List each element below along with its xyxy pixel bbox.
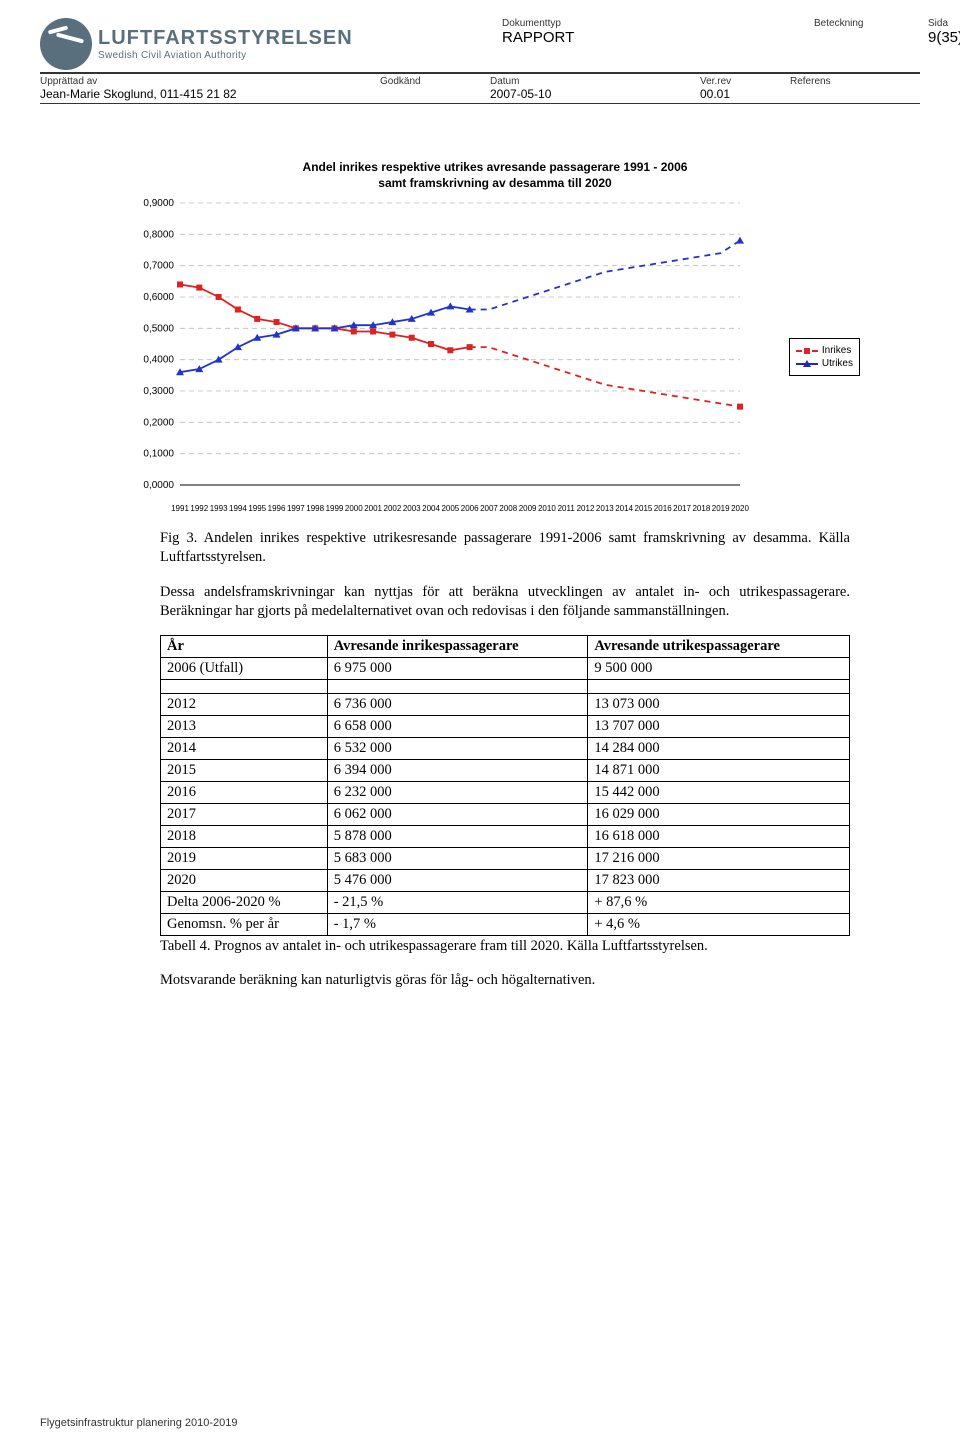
svg-text:0,8000: 0,8000 xyxy=(143,230,174,241)
date-label: Datum xyxy=(490,76,600,87)
passenger-table: År Avresande inrikespassagerare Avresand… xyxy=(160,635,850,936)
svg-text:2008: 2008 xyxy=(499,504,517,513)
table-row: 20136 658 00013 707 000 xyxy=(161,715,850,737)
svg-text:2002: 2002 xyxy=(384,504,402,513)
svg-text:2007: 2007 xyxy=(480,504,498,513)
svg-text:2017: 2017 xyxy=(673,504,691,513)
table-row: 20195 683 00017 216 000 xyxy=(161,847,850,869)
body-paragraph-1: Dessa andelsframskrivningar kan nyttjas … xyxy=(160,583,850,621)
approved-value xyxy=(380,87,490,101)
svg-text:2003: 2003 xyxy=(403,504,421,513)
line-chart: 0,0000 0,1000 0,2000 0,3000 0,4000 0,5000 0,60… xyxy=(130,197,750,517)
date-value: 2007-05-10 xyxy=(490,87,600,101)
svg-text:2019: 2019 xyxy=(712,504,730,513)
svg-text:1992: 1992 xyxy=(190,504,208,513)
table-row: 20176 062 00016 029 000 xyxy=(161,803,850,825)
reference-label: Referens xyxy=(790,76,900,87)
svg-text:2016: 2016 xyxy=(654,504,672,513)
svg-text:2009: 2009 xyxy=(519,504,537,513)
authority-subtitle: Swedish Civil Aviation Authority xyxy=(98,50,353,61)
svg-text:2020: 2020 xyxy=(731,504,749,513)
chart-title: Andel inrikes respektive utrikes avresan… xyxy=(130,159,860,191)
svg-text:0,6000: 0,6000 xyxy=(143,292,174,303)
svg-text:1993: 1993 xyxy=(210,504,228,513)
legend-inrikes-swatch xyxy=(796,350,818,352)
svg-text:2005: 2005 xyxy=(441,504,459,513)
doctype-value: RAPPORT xyxy=(502,29,612,46)
table-col-inrikes: Avresande inrikespassagerare xyxy=(327,635,588,657)
svg-text:0,3000: 0,3000 xyxy=(143,386,174,397)
svg-text:2015: 2015 xyxy=(635,504,653,513)
svg-text:2006: 2006 xyxy=(461,504,479,513)
reference-value xyxy=(790,87,900,101)
createdby-label: Upprättad av xyxy=(40,76,380,87)
chart-legend: Inrikes Utrikes xyxy=(789,338,860,376)
svg-text:1998: 1998 xyxy=(306,504,324,513)
authority-logo: LUFTFARTSSTYRELSEN Swedish Civil Aviatio… xyxy=(40,18,380,70)
chart-container: Andel inrikes respektive utrikes avresan… xyxy=(130,159,860,517)
svg-text:0,1000: 0,1000 xyxy=(143,449,174,460)
svg-text:2013: 2013 xyxy=(596,504,614,513)
table-row: 20185 878 00016 618 000 xyxy=(161,825,850,847)
table-row: 2006 (Utfall)6 975 0009 500 000 xyxy=(161,657,850,679)
report-subheader: Upprättad av Godkänd Datum Ver.rev Refer… xyxy=(40,74,920,104)
svg-text:0,4000: 0,4000 xyxy=(143,355,174,366)
svg-text:1997: 1997 xyxy=(287,504,305,513)
authority-name: LUFTFARTSSTYRELSEN xyxy=(98,27,353,50)
svg-text:1996: 1996 xyxy=(268,504,286,513)
figure-caption: Fig 3. Andelen inrikes respektive utrike… xyxy=(160,529,850,567)
report-header: LUFTFARTSSTYRELSEN Swedish Civil Aviatio… xyxy=(40,18,920,74)
ref-value xyxy=(814,29,924,46)
createdby-value: Jean-Marie Skoglund, 011-415 21 82 xyxy=(40,87,380,101)
svg-text:2018: 2018 xyxy=(692,504,710,513)
svg-text:2000: 2000 xyxy=(345,504,363,513)
page-value: 9(35) xyxy=(928,29,960,46)
svg-text:2014: 2014 xyxy=(615,504,633,513)
svg-text:0,2000: 0,2000 xyxy=(143,418,174,429)
svg-text:1991: 1991 xyxy=(171,504,189,513)
svg-text:2001: 2001 xyxy=(364,504,382,513)
table-row: 20126 736 00013 073 000 xyxy=(161,693,850,715)
svg-text:1999: 1999 xyxy=(326,504,344,513)
svg-text:2004: 2004 xyxy=(422,504,440,513)
svg-text:0,5000: 0,5000 xyxy=(143,324,174,335)
verrev-value: 00.01 xyxy=(700,87,790,101)
doctype-label: Dokumenttyp xyxy=(502,18,612,29)
logo-mark xyxy=(40,18,92,70)
approved-label: Godkänd xyxy=(380,76,490,87)
legend-utrikes-label: Utrikes xyxy=(822,358,853,369)
table-col-utrikes: Avresande utrikespassagerare xyxy=(588,635,850,657)
svg-text:1995: 1995 xyxy=(248,504,266,513)
svg-text:0,7000: 0,7000 xyxy=(143,261,174,272)
table-row: 20166 232 00015 442 000 xyxy=(161,781,850,803)
table-row: 20205 476 00017 823 000 xyxy=(161,869,850,891)
table-row: 20156 394 00014 871 000 xyxy=(161,759,850,781)
ref-label: Beteckning xyxy=(814,18,924,29)
svg-text:2012: 2012 xyxy=(577,504,595,513)
table-spacer xyxy=(161,679,850,693)
legend-utrikes-swatch xyxy=(796,363,818,365)
table-row: 20146 532 00014 284 000 xyxy=(161,737,850,759)
legend-inrikes-label: Inrikes xyxy=(822,345,851,356)
table-row: Delta 2006-2020 %- 21,5 %+ 87,6 % xyxy=(161,891,850,913)
table-col-year: År xyxy=(161,635,328,657)
svg-text:1994: 1994 xyxy=(229,504,247,513)
page-footer: Flygetsinfrastruktur planering 2010-2019 xyxy=(40,1417,238,1429)
table-caption: Tabell 4. Prognos av antalet in- och utr… xyxy=(160,938,850,955)
body-paragraph-2: Motsvarande beräkning kan naturligtvis g… xyxy=(160,971,850,990)
verrev-label: Ver.rev xyxy=(700,76,790,87)
svg-text:2011: 2011 xyxy=(558,504,576,513)
table-row: Genomsn. % per år- 1,7 %+ 4,6 % xyxy=(161,913,850,935)
svg-text:0,9000: 0,9000 xyxy=(143,198,174,209)
svg-text:2010: 2010 xyxy=(538,504,556,513)
svg-text:0,0000: 0,0000 xyxy=(143,480,174,491)
page-label: Sida xyxy=(928,18,960,29)
